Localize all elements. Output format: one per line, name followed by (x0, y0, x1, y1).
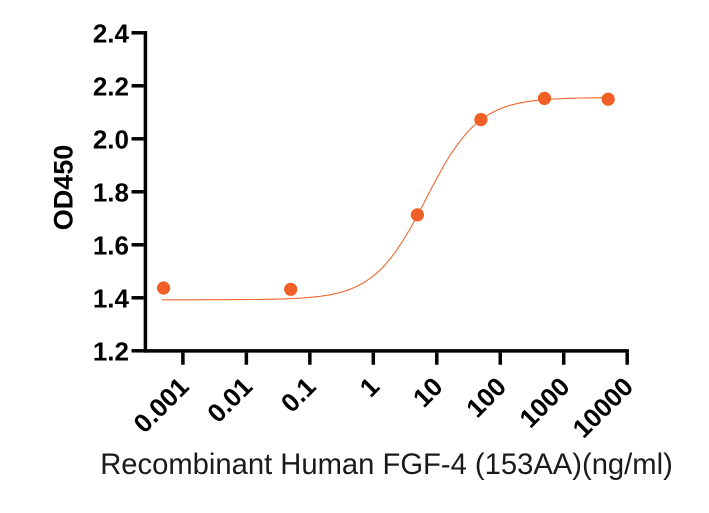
svg-text:Recombinant Human FGF-4 (153AA: Recombinant Human FGF-4 (153AA)(ng/ml) (100, 449, 673, 481)
svg-text:1.4: 1.4 (93, 284, 130, 314)
svg-text:OD450: OD450 (49, 145, 79, 231)
svg-text:2.4: 2.4 (93, 19, 130, 49)
svg-text:1.8: 1.8 (93, 178, 129, 208)
svg-text:2.0: 2.0 (93, 125, 129, 155)
svg-text:1.2: 1.2 (93, 337, 129, 367)
svg-text:2.2: 2.2 (93, 72, 129, 102)
svg-text:1.6: 1.6 (93, 231, 129, 261)
